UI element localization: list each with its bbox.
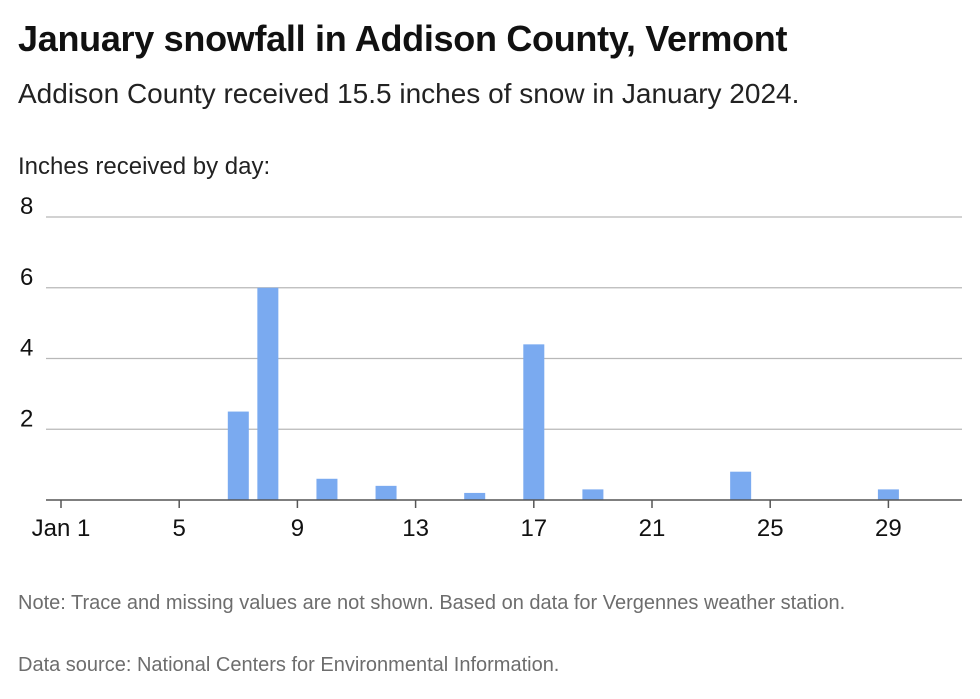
chart-note: Note: Trace and missing values are not s…	[18, 592, 846, 614]
bar-day-7	[227, 411, 249, 500]
x-axis	[46, 499, 962, 508]
x-tick-label: 25	[757, 515, 784, 542]
x-tick-label: 13	[402, 515, 429, 542]
snowfall-bar-chart: 2 4 6 8 Jan 1 5 9 13 17 21 25 29	[20, 193, 962, 542]
y-tick-label: 6	[20, 264, 33, 291]
bar-day-15	[464, 492, 486, 500]
x-tick-label: Jan 1	[32, 515, 91, 542]
bar-day-12	[375, 485, 397, 500]
bar-day-8	[257, 287, 279, 500]
bar-day-10	[316, 478, 338, 500]
x-tick-label: 29	[875, 515, 902, 542]
x-tick-labels: Jan 1 5 9 13 17 21 25 29	[32, 515, 902, 542]
y-tick-label: 4	[20, 335, 33, 362]
y-tick-label: 2	[20, 405, 33, 432]
chart-subtitle: Addison County received 15.5 inches of s…	[18, 78, 800, 109]
bar-day-17	[523, 344, 545, 500]
x-tick-label: 5	[173, 515, 186, 542]
bar-day-29	[877, 489, 899, 500]
gridlines	[46, 216, 962, 430]
bar-day-24	[730, 471, 752, 500]
y-tick-labels: 2 4 6 8	[20, 193, 33, 432]
x-tick-label: 17	[520, 515, 547, 542]
bar-day-19	[582, 489, 604, 500]
x-tick-label: 9	[291, 515, 304, 542]
x-tick-label: 21	[639, 515, 666, 542]
data-source: Data source: National Centers for Enviro…	[18, 654, 560, 676]
bars	[227, 287, 899, 500]
y-axis-label: Inches received by day:	[18, 153, 271, 180]
chart-title: January snowfall in Addison County, Verm…	[18, 18, 788, 59]
y-tick-label: 8	[20, 193, 33, 220]
